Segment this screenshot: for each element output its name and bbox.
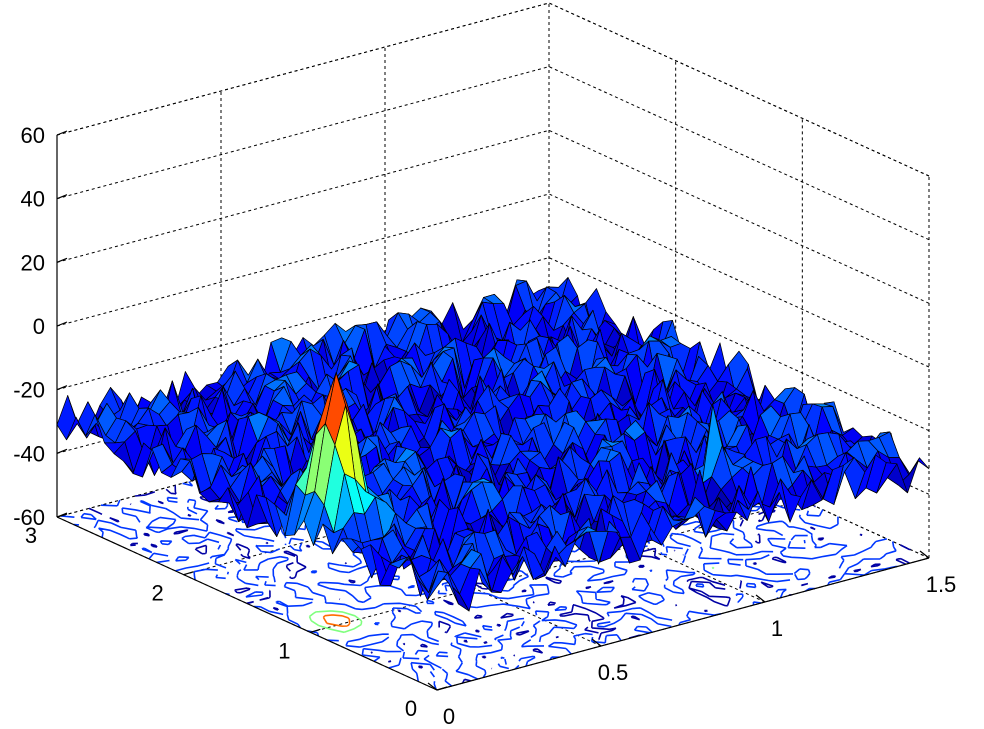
x-tick-label: 1 xyxy=(771,616,783,641)
surface-patch xyxy=(427,570,449,601)
z-tick xyxy=(56,321,68,327)
z-tick-label: 0 xyxy=(33,314,45,339)
y-tick xyxy=(310,628,321,633)
z-tick xyxy=(56,448,68,454)
z-tick xyxy=(56,194,68,200)
z-tick-label: -20 xyxy=(13,378,45,403)
contour-line xyxy=(322,614,351,627)
y-tick xyxy=(436,686,448,691)
z-tick-label: 40 xyxy=(21,187,45,212)
z-tick xyxy=(56,385,68,391)
y-tick-label: 0 xyxy=(405,696,417,721)
box-edge xyxy=(548,2,930,177)
box-edge xyxy=(56,2,550,136)
side-wall-grid-z xyxy=(548,129,930,304)
side-wall-grid-z xyxy=(548,66,930,241)
x-tick xyxy=(591,638,602,647)
x-tick-label: 0.5 xyxy=(598,660,629,685)
contour-line xyxy=(308,566,715,634)
back-wall-grid-z xyxy=(56,257,550,391)
axes xyxy=(56,130,930,691)
y-tick-label: 2 xyxy=(152,581,164,606)
back-wall-grid-z xyxy=(56,193,550,327)
surface-mesh xyxy=(56,277,930,612)
x-tick xyxy=(427,682,438,691)
z-tick xyxy=(56,512,68,518)
y-tick-label: 3 xyxy=(25,523,37,548)
z-tick xyxy=(56,257,68,263)
back-wall-grid-z xyxy=(56,129,550,263)
z-tick xyxy=(56,130,68,136)
y-axis-line xyxy=(56,516,438,691)
tick-labels: 0 0.5 1 1.5 0 1 2 3-60 -40 -20 0 20 40 60 xyxy=(13,123,956,729)
z-tick-label: -40 xyxy=(13,441,45,466)
x-tick-label: 1.5 xyxy=(926,572,957,597)
z-tick-label: -60 xyxy=(13,505,45,530)
back-wall-grid-z xyxy=(56,66,550,200)
x-tick xyxy=(755,594,766,603)
y-tick-label: 1 xyxy=(278,638,290,663)
x-tick-label: 0 xyxy=(443,704,455,729)
x-tick xyxy=(919,550,930,559)
z-tick-label: 60 xyxy=(21,123,45,148)
z-tick-label: 20 xyxy=(21,250,45,275)
surface-patch xyxy=(56,395,78,441)
x-axis-line xyxy=(436,557,930,691)
y-tick xyxy=(183,571,194,576)
